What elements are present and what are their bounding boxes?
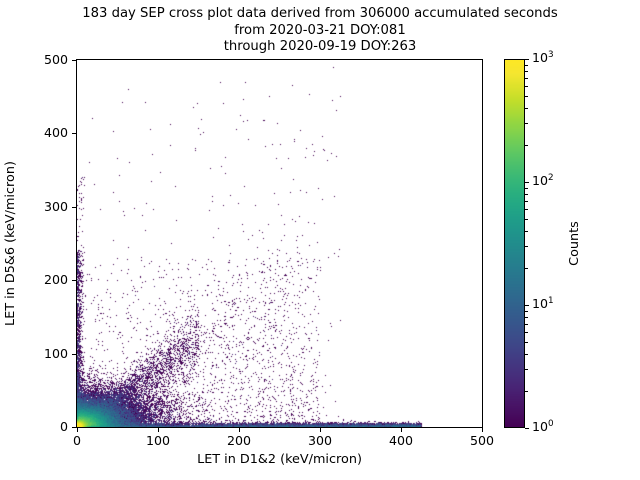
colorbar-minor-tick (525, 324, 528, 326)
colorbar-tick-label-1000: 103 (532, 49, 554, 65)
x-tick-300 (320, 428, 321, 432)
colorbar-minor-tick (525, 246, 528, 248)
colorbar-minor-tick (525, 267, 528, 269)
colorbar-tick-label-1: 100 (532, 418, 554, 434)
x-tick-label-100: 100 (145, 433, 171, 448)
y-tick-label-400: 400 (43, 125, 68, 141)
x-axis-label: LET in D1&2 (keV/micron) (197, 452, 362, 467)
colorbar-tick-1 (525, 428, 530, 429)
colorbar-tick-1000 (525, 59, 530, 60)
y-tick-0 (72, 427, 76, 428)
y-tick-200 (72, 280, 76, 282)
y-tick-100 (72, 353, 76, 355)
colorbar-minor-tick (525, 209, 528, 211)
colorbar-gradient (505, 60, 524, 427)
x-tick-label-200: 200 (226, 433, 252, 448)
colorbar-minor-tick (525, 369, 528, 371)
y-tick-label-100: 100 (43, 345, 68, 361)
colorbar-minor-tick (525, 64, 528, 66)
x-tick-100 (158, 428, 159, 432)
colorbar-minor-tick (525, 316, 528, 318)
colorbar-minor-tick (525, 187, 528, 189)
colorbar-tick-label-100: 102 (532, 172, 554, 188)
x-tick-0 (77, 428, 78, 432)
colorbar-minor-tick (525, 123, 528, 125)
y-tick-300 (72, 206, 76, 208)
y-tick-label-200: 200 (43, 272, 68, 288)
colorbar-tick-10 (525, 305, 530, 306)
colorbar-tick-label-10: 101 (532, 295, 554, 311)
x-tick-label-300: 300 (307, 433, 333, 448)
x-tick-label-400: 400 (388, 433, 414, 448)
colorbar-minor-tick (525, 390, 528, 392)
x-tick-400 (401, 428, 402, 432)
colorbar-minor-tick (525, 342, 528, 344)
colorbar-minor-tick (525, 107, 528, 109)
colorbar-minor-tick (525, 70, 528, 72)
y-axis-label-text: LET in D5&6 (keV/micron) (2, 161, 18, 326)
colorbar-label-text: Counts (566, 221, 582, 266)
colorbar-minor-tick (525, 201, 528, 203)
chart-title: 183 day SEP cross plot data derived from… (0, 6, 640, 56)
y-tick-label-0: 0 (59, 419, 68, 434)
scatter-heatmap-canvas (77, 60, 482, 427)
plot-area (76, 59, 483, 428)
colorbar-minor-tick (525, 193, 528, 195)
y-tick-label-500: 500 (43, 52, 68, 67)
title-line-3: through 2020-09-19 DOY:263 (223, 39, 417, 54)
x-tick-label-500: 500 (469, 433, 495, 448)
colorbar-tick-100 (525, 182, 530, 183)
x-tick-200 (239, 428, 240, 432)
y-tick-400 (72, 133, 76, 135)
colorbar-minor-tick (525, 219, 528, 221)
colorbar-minor-tick (525, 78, 528, 80)
colorbar-minor-tick (525, 230, 528, 232)
colorbar-minor-tick (525, 353, 528, 355)
colorbar-label: Counts (562, 59, 586, 428)
colorbar-minor-tick (525, 144, 528, 146)
y-tick-label-300: 300 (43, 198, 68, 214)
title-line-1: 183 day SEP cross plot data derived from… (82, 6, 558, 21)
colorbar-minor-tick (525, 332, 528, 334)
x-tick-label-0: 0 (72, 433, 81, 448)
y-axis-label: LET in D5&6 (keV/micron) (0, 59, 20, 428)
y-tick-500 (72, 60, 76, 61)
colorbar-minor-tick (525, 86, 528, 88)
colorbar (504, 59, 525, 428)
x-tick-500 (482, 428, 483, 432)
title-line-2: from 2020-03-21 DOY:081 (234, 22, 406, 38)
colorbar-minor-tick (525, 310, 528, 312)
colorbar-minor-tick (525, 96, 528, 98)
